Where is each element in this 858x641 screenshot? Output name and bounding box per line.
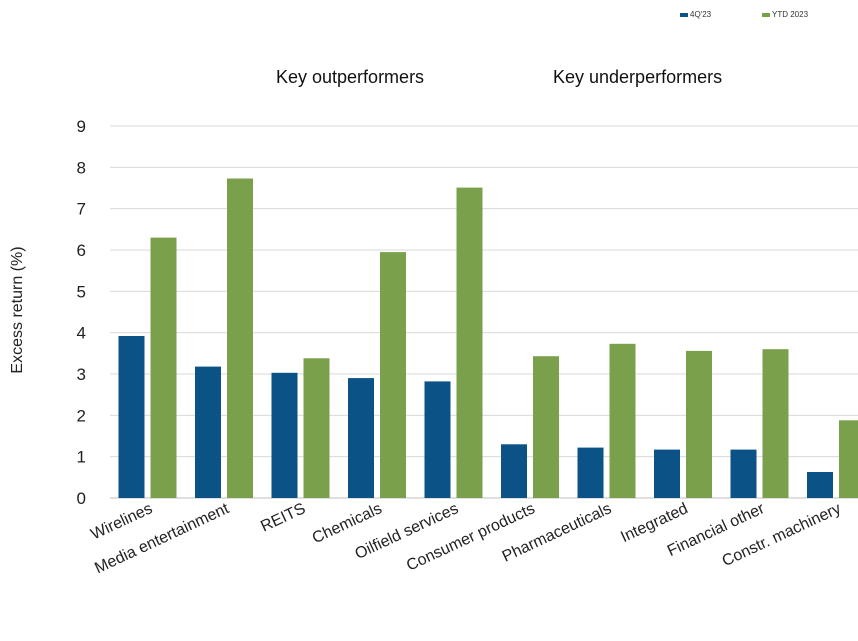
- bar-series1-integrated: [654, 449, 680, 498]
- x-tick-label: Media entertainment: [92, 500, 232, 577]
- y-tick-label: 3: [77, 365, 86, 384]
- bar-series1-financial-other: [730, 449, 757, 498]
- bar-series2-consumer-products: [533, 356, 559, 498]
- y-tick-label: 2: [77, 406, 86, 425]
- bar-series: [118, 178, 858, 498]
- bar-series1-oilfield-services: [424, 381, 451, 498]
- y-tick-label: 4: [77, 324, 86, 343]
- y-tick-label: 9: [77, 117, 86, 136]
- x-tick-label: REITS: [258, 500, 308, 535]
- annotation-key-outperformers: Key outperformers: [276, 67, 425, 87]
- bar-series2-chemicals: [380, 252, 406, 498]
- legend-series-1: 4Q'23: [680, 10, 711, 19]
- bar-series2-pharmaceuticals: [609, 343, 636, 498]
- bar-series2-integrated: [686, 350, 712, 498]
- bar-series2-media-entertainment: [227, 178, 253, 498]
- bar-series2-wirelines: [150, 237, 177, 498]
- y-tick-label: 8: [77, 158, 86, 177]
- bar-series2-oilfield-services: [456, 187, 483, 498]
- bar-series1-pharmaceuticals: [577, 447, 604, 498]
- y-tick-label: 7: [77, 200, 86, 219]
- legend-label-series-2: YTD 2023: [772, 10, 809, 19]
- annotation-key-underperformers: Key underperformers: [553, 67, 723, 87]
- bar-series1-chemicals: [348, 378, 374, 498]
- bar-series1-constr-machinery: [807, 472, 833, 498]
- y-tick-label: 0: [77, 489, 86, 508]
- bar-series1-reits: [271, 372, 298, 498]
- y-tick-label: 1: [77, 448, 86, 467]
- y-tick-label: 5: [77, 282, 86, 301]
- bar-series2-financial-other: [762, 349, 789, 498]
- bar-series1-consumer-products: [501, 444, 527, 498]
- bar-series2-reits: [303, 358, 330, 498]
- y-tick-label: 6: [77, 241, 86, 260]
- x-tick-label: Consumer products: [404, 500, 538, 574]
- bar-series1-media-entertainment: [195, 366, 221, 498]
- y-axis-ticks: 0 1 2 3 4 5 6 7 8 9: [77, 117, 86, 508]
- legend-series-2: YTD 2023: [762, 10, 808, 19]
- legend-swatch-series-1: [680, 12, 688, 17]
- gridlines: [110, 125, 858, 499]
- legend-swatch-series-2: [762, 12, 770, 17]
- bar-series2-constr-machinery: [839, 420, 858, 498]
- bar-series1-wirelines: [118, 336, 145, 498]
- legend-label-series-1: 4Q'23: [690, 10, 712, 19]
